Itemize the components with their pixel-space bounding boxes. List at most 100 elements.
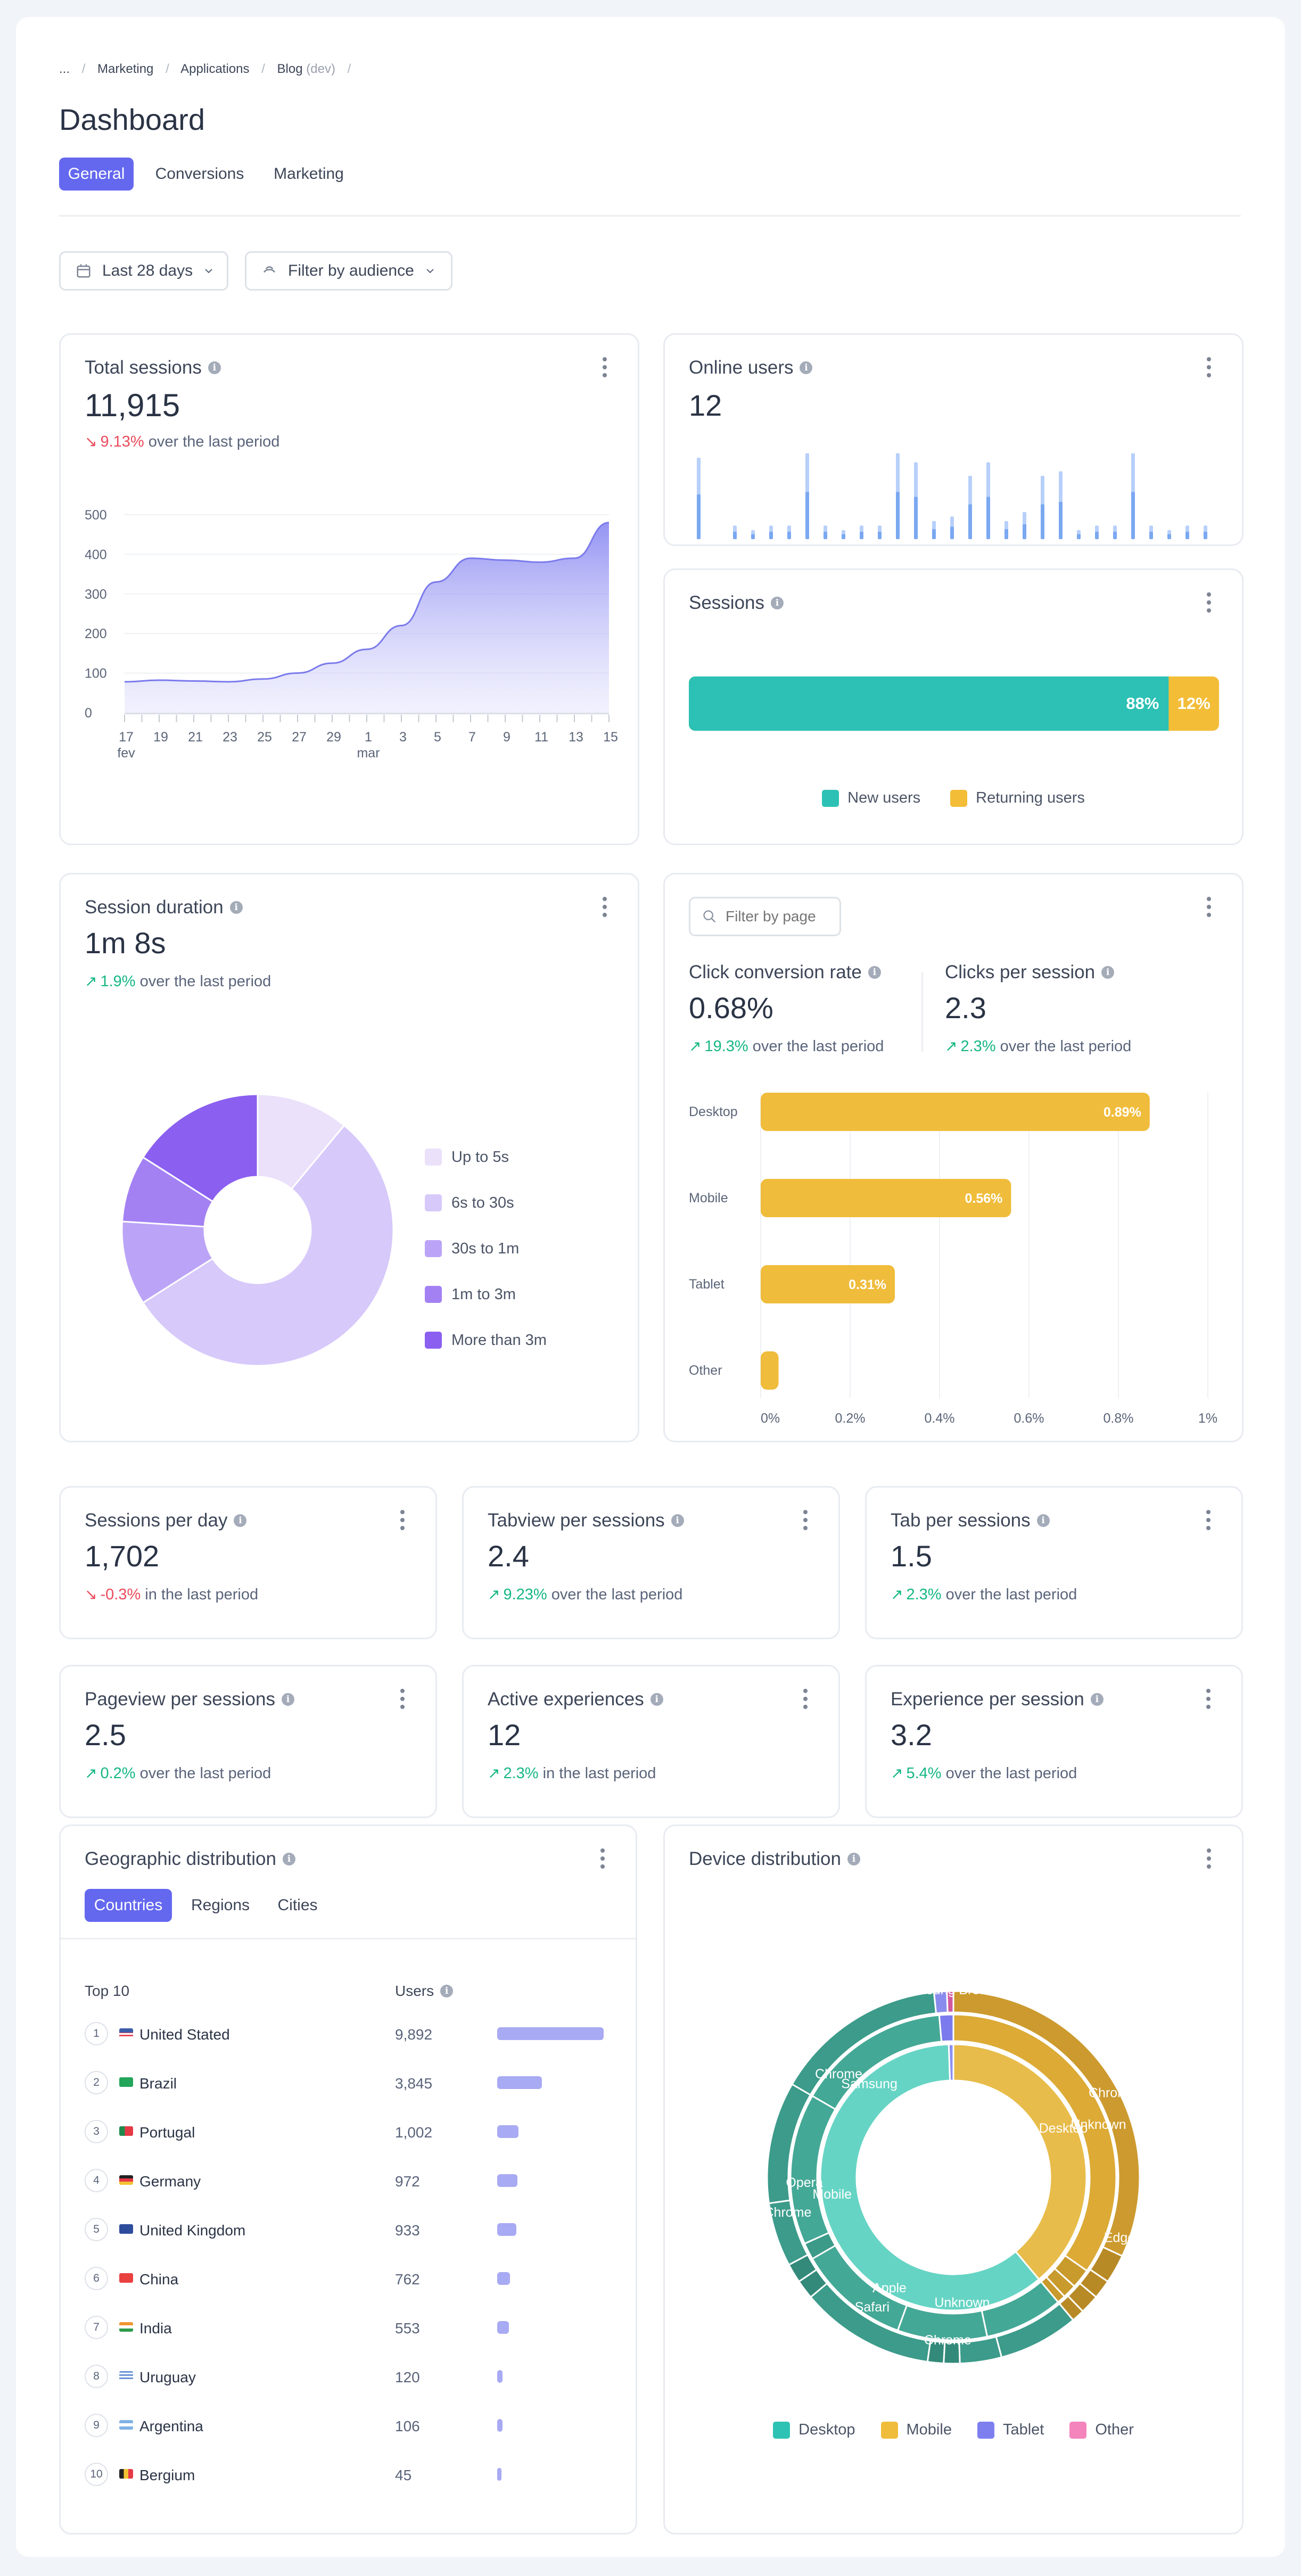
version-segment[interactable] bbox=[946, 1990, 954, 2013]
desktop-segment[interactable] bbox=[819, 2043, 1040, 2311]
page-filter-input-wrap[interactable] bbox=[689, 897, 841, 936]
breadcrumb-blog[interactable]: Blog bbox=[277, 62, 303, 76]
x-tick-label: 0.8% bbox=[1104, 1411, 1134, 1426]
conversion-bar[interactable] bbox=[761, 1351, 779, 1390]
metric-delta: ↗ 2.3% in the last period bbox=[488, 1764, 656, 1782]
metric-title: Tabview per sessions i bbox=[488, 1510, 684, 1531]
rank-badge: 8 bbox=[85, 2365, 108, 2388]
x-tick-label: 0.2% bbox=[835, 1411, 866, 1426]
metric-title: Experience per session i bbox=[891, 1689, 1104, 1710]
online-users-title: Online users i bbox=[689, 357, 813, 378]
online-users-title-text: Online users bbox=[689, 357, 794, 378]
info-icon[interactable]: i bbox=[1090, 1693, 1104, 1706]
metric-divider bbox=[921, 972, 923, 1052]
more-options-icon[interactable] bbox=[396, 1510, 409, 1533]
flag-icon bbox=[119, 2175, 133, 2185]
metric-title: Sessions per day i bbox=[85, 1510, 247, 1531]
legend-swatch bbox=[977, 2421, 994, 2439]
info-icon[interactable]: i bbox=[1036, 1514, 1050, 1527]
more-options-icon[interactable] bbox=[596, 1848, 609, 1872]
more-options-icon[interactable] bbox=[396, 1689, 409, 1712]
mobile-segment[interactable] bbox=[952, 2043, 1088, 2281]
sessions-line bbox=[124, 522, 610, 683]
legend-swatch bbox=[425, 1149, 442, 1166]
conversion-bar[interactable] bbox=[761, 1179, 1011, 1217]
more-options-icon[interactable] bbox=[799, 1510, 812, 1533]
metric-value: 2.5 bbox=[85, 1718, 126, 1752]
online-bar-inner bbox=[968, 504, 972, 539]
rank-badge: 5 bbox=[85, 2218, 108, 2241]
tab-regions[interactable]: Regions bbox=[191, 1896, 250, 1914]
country-name: Bergium bbox=[139, 2467, 195, 2483]
sunburst-label: Unknown bbox=[934, 2295, 990, 2310]
legend-swatch bbox=[1069, 2421, 1087, 2439]
x-tick-label: 13 bbox=[569, 730, 583, 745]
date-range-button[interactable]: Last 28 days bbox=[59, 251, 228, 291]
header-divider bbox=[59, 215, 1241, 217]
sunburst-label: Unknown bbox=[1071, 2117, 1126, 2132]
more-options-icon[interactable] bbox=[598, 357, 611, 381]
info-icon[interactable]: i bbox=[868, 966, 881, 979]
more-options-icon[interactable] bbox=[1203, 592, 1215, 616]
tablet-segment[interactable] bbox=[948, 2043, 954, 2082]
more-options-icon[interactable] bbox=[1203, 357, 1215, 381]
donut-slice[interactable] bbox=[257, 1093, 345, 1191]
delta-text: over the last period bbox=[148, 433, 280, 450]
y-tick-label: 0 bbox=[85, 706, 92, 721]
audience-filter-button[interactable]: Filter by audience bbox=[245, 251, 452, 291]
tab-general[interactable]: General bbox=[59, 158, 134, 191]
legend-new-users: New users bbox=[847, 789, 921, 806]
country-name: Argentina bbox=[139, 2418, 203, 2434]
breadcrumb-marketing[interactable]: Marketing bbox=[97, 62, 154, 76]
info-icon[interactable]: i bbox=[208, 361, 221, 374]
more-options-icon[interactable] bbox=[1202, 1689, 1215, 1712]
donut-slice[interactable] bbox=[142, 1093, 259, 1203]
conversion-bar[interactable] bbox=[761, 1265, 895, 1303]
ccr-value: 0.68% bbox=[689, 991, 773, 1025]
trend-down-icon: ↘ bbox=[85, 433, 97, 450]
page-filter-input[interactable] bbox=[726, 908, 832, 925]
tab-countries[interactable]: Countries bbox=[85, 1889, 172, 1922]
info-icon[interactable]: i bbox=[1101, 966, 1115, 979]
users-bar bbox=[497, 2272, 510, 2285]
breadcrumb-applications[interactable]: Applications bbox=[180, 62, 250, 76]
conversion-bar[interactable] bbox=[761, 1093, 1150, 1131]
delta-value: 5.4% bbox=[906, 1765, 942, 1782]
donut-slice[interactable] bbox=[142, 1124, 394, 1367]
tab-conversions[interactable]: Conversions bbox=[155, 165, 244, 183]
session-duration-delta: ↗ 1.9% over the last period bbox=[85, 972, 271, 990]
sunburst-label: Samsung Browser bbox=[899, 1983, 1008, 1997]
info-icon[interactable]: i bbox=[282, 1853, 295, 1865]
tab-cities[interactable]: Cities bbox=[277, 1896, 318, 1914]
more-options-icon[interactable] bbox=[1203, 897, 1215, 920]
info-icon[interactable]: i bbox=[234, 1514, 247, 1527]
breadcrumb-ellipsis[interactable]: ... bbox=[59, 62, 70, 76]
info-icon[interactable]: i bbox=[771, 597, 784, 609]
more-options-icon[interactable] bbox=[1203, 1848, 1215, 1872]
info-icon[interactable]: i bbox=[229, 901, 243, 914]
info-icon[interactable]: i bbox=[650, 1693, 663, 1706]
info-icon[interactable]: i bbox=[440, 1985, 454, 1997]
info-icon[interactable]: i bbox=[671, 1514, 684, 1527]
new-users-segment bbox=[689, 676, 1169, 731]
sunburst-label: Samsung bbox=[841, 2077, 897, 2092]
info-icon[interactable]: i bbox=[281, 1693, 294, 1706]
donut-slice[interactable] bbox=[121, 1220, 214, 1304]
y-tick-label: 500 bbox=[85, 508, 107, 523]
trend-up-icon: ↗ bbox=[891, 1586, 903, 1603]
y-tick-label: 200 bbox=[85, 626, 107, 641]
trend-down-icon: ↘ bbox=[85, 1586, 97, 1603]
page-title: Dashboard bbox=[59, 103, 205, 136]
more-options-icon[interactable] bbox=[1202, 1510, 1215, 1533]
chevron-down-icon bbox=[205, 269, 212, 274]
country-users: 762 bbox=[395, 2271, 420, 2288]
info-icon[interactable]: i bbox=[847, 1853, 860, 1865]
legend-swatch bbox=[425, 1286, 442, 1303]
more-options-icon[interactable] bbox=[799, 1689, 812, 1712]
more-options-icon[interactable] bbox=[598, 897, 611, 920]
tab-marketing[interactable]: Marketing bbox=[274, 165, 344, 183]
category-label: Mobile bbox=[689, 1191, 728, 1206]
browser-segment[interactable] bbox=[938, 2013, 954, 2043]
info-icon[interactable]: i bbox=[800, 361, 813, 374]
search-icon bbox=[703, 910, 716, 923]
